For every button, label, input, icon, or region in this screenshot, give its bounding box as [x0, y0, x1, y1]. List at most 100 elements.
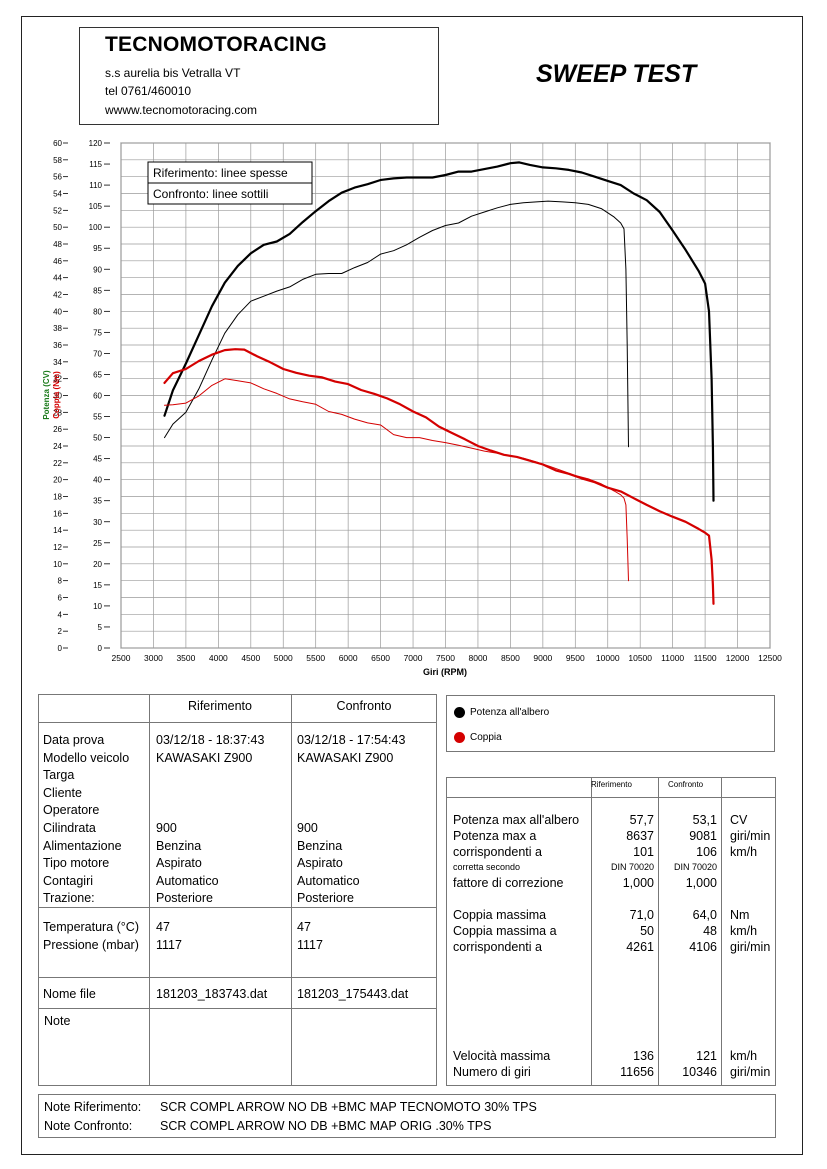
note-rif-text: SCR COMPL ARROW NO DB +BMC MAP TECNOMOTO…: [160, 1100, 537, 1114]
legend-torque-marker: [454, 732, 465, 743]
result-torque-1-label: Coppia massima a: [453, 924, 557, 938]
torque-tick-label: 60: [93, 392, 102, 401]
result-power-4-conf: 1,000: [685, 876, 717, 890]
result-power-1-label: Potenza max a: [453, 829, 537, 843]
power-tick-label: 60: [53, 139, 62, 148]
power-tick-label: 12: [53, 543, 62, 552]
company-name: TECNOMOTORACING: [105, 33, 327, 56]
power-tick-label: 20: [53, 476, 62, 485]
result-power-1-unit: giri/min: [730, 829, 771, 843]
x-tick-label: 3500: [176, 653, 195, 663]
power-tick-label: 50: [53, 223, 62, 232]
result-power-4-ref: 1,000: [622, 876, 654, 890]
power-tick-label: 14: [53, 526, 62, 535]
result-torque-1-conf: 48: [703, 924, 717, 938]
label-targa: Targa: [43, 768, 75, 783]
series-power_conf: [164, 200, 629, 448]
legend-box: [446, 695, 775, 752]
conf-temperatura: 47: [297, 920, 311, 934]
company-address: s.s aurelia bis Vetralla VT: [105, 66, 241, 80]
power-axis-ticks: 0246810121416182022242628303234363840424…: [53, 139, 68, 653]
power-tick-label: 10: [53, 560, 62, 569]
result-power-2-conf: 106: [696, 845, 717, 859]
company-box: [79, 27, 439, 125]
torque-tick-label: 85: [93, 286, 102, 295]
note-conf-label: Note Confronto:: [44, 1119, 133, 1133]
company-phone: tel 0761/460010: [105, 84, 192, 98]
torque-tick-label: 25: [93, 539, 102, 548]
result-speed-0-ref: 136: [633, 1049, 654, 1063]
conf-pressione: 1117: [297, 938, 323, 952]
result-power-2-ref: 101: [633, 845, 654, 859]
x-tick-label: 4000: [209, 653, 228, 663]
x-tick-label: 12000: [726, 653, 750, 663]
ref-contagiri: Automatico: [156, 873, 219, 888]
power-tick-label: 30: [53, 392, 62, 401]
x-tick-label: 11000: [661, 653, 684, 663]
power-tick-label: 24: [53, 442, 62, 451]
dyno-chart: 2500 3000 3500 4000 4500 5000 5500 6000 6500 7000…: [42, 139, 783, 677]
result-power-1-ref: 8637: [626, 829, 654, 843]
power-tick-label: 44: [53, 274, 62, 283]
torque-tick-label: 50: [93, 434, 102, 443]
label-note: Note: [44, 1014, 71, 1028]
torque-axis-ticks: 0 5 10 15 20 25 30 35 40 45 50 55 60 65 70 75 80 85 90 95 10…: [89, 139, 110, 653]
label-tipo-motore: Tipo motore: [43, 856, 110, 871]
power-tick-label: 4: [58, 610, 63, 619]
result-power-1-conf: 9081: [689, 829, 717, 843]
result-torque-0-label: Coppia massima: [453, 908, 547, 922]
result-power-3-label: corretta secondo: [453, 862, 521, 872]
result-power-4-label: fattore di correzione: [453, 876, 564, 890]
result-torque-1-ref: 50: [640, 924, 654, 938]
note-rif-label: Note Riferimento:: [44, 1100, 142, 1114]
torque-tick-label: 45: [93, 455, 102, 464]
x-tick-label: 9500: [566, 653, 585, 663]
power-tick-label: 56: [53, 173, 62, 182]
ref-trazione: Posteriore: [156, 891, 213, 906]
torque-tick-label: 110: [89, 181, 102, 190]
torque-tick-label: 0: [98, 644, 103, 653]
x-tick-label: 6000: [339, 653, 358, 663]
result-torque-1-unit: km/h: [730, 924, 758, 938]
torque-tick-label: 10: [93, 602, 102, 611]
series-torque_conf: [164, 378, 629, 582]
ref-modello: KAWASAKI Z900: [156, 750, 253, 765]
conf-modello: KAWASAKI Z900: [297, 750, 394, 765]
ref-temperatura: 47: [156, 920, 170, 934]
series-power_ref: [163, 161, 715, 502]
label-temperatura: Temperatura (°C): [43, 920, 139, 934]
x-axis-ticks: 2500 3000 3500 4000 4500 5000 5500 6000 6500 7000…: [112, 653, 783, 663]
result-speed-0-conf: 121: [696, 1049, 717, 1063]
results-col-ref: Riferimento: [591, 780, 632, 789]
ref-alimentazione: Benzina: [156, 838, 202, 853]
torque-tick-label: 20: [93, 560, 102, 569]
torque-tick-label: 80: [93, 307, 102, 316]
x-tick-label: 7500: [436, 653, 455, 663]
ref-nome-file: 181203_183743.dat: [156, 987, 268, 1001]
label-operatore: Operatore: [43, 803, 100, 818]
result-torque-0-ref: 71,0: [629, 908, 654, 922]
torque-tick-label: 75: [93, 328, 102, 337]
power-tick-label: 36: [53, 341, 62, 350]
torque-tick-label: 65: [93, 370, 102, 379]
torque-tick-label: 105: [89, 202, 103, 211]
label-pressione: Pressione (mbar): [43, 938, 139, 952]
legend-power-label: Potenza all'albero: [470, 707, 550, 718]
conf-nome-file: 181203_175443.dat: [297, 987, 409, 1001]
power-tick-label: 0: [58, 644, 63, 653]
power-tick-label: 46: [53, 257, 62, 266]
info-ref-values: 03/12/18 - 18:37:43 KAWASAKI Z900 900 Be…: [156, 732, 264, 908]
chart-curves: [163, 161, 715, 605]
x-tick-label: 9000: [533, 653, 552, 663]
torque-tick-label: 35: [93, 497, 102, 506]
result-torque-2-label: corrispondenti a: [453, 940, 542, 954]
result-torque-2-unit: giri/min: [730, 940, 771, 954]
result-power-3-ref: DIN 70020: [610, 862, 654, 872]
result-speed-0-unit: km/h: [730, 1049, 758, 1063]
ref-cilindrata: 900: [156, 820, 177, 835]
result-speed-0-label: Velocità massima: [453, 1049, 551, 1063]
torque-tick-label: 5: [98, 623, 103, 632]
power-tick-label: 18: [53, 493, 62, 502]
x-tick-label: 2500: [112, 653, 131, 663]
torque-tick-label: 120: [89, 139, 103, 148]
